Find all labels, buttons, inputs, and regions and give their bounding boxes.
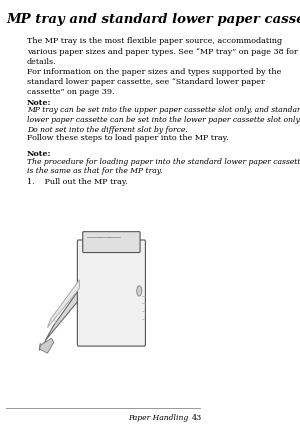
Text: Paper Handling: Paper Handling bbox=[128, 414, 188, 422]
Text: The MP tray is the most flexible paper source, accommodating
various paper sizes: The MP tray is the most flexible paper s… bbox=[27, 37, 298, 65]
Polygon shape bbox=[47, 280, 80, 328]
Polygon shape bbox=[45, 287, 80, 340]
Text: 43: 43 bbox=[192, 414, 202, 422]
Text: 1.    Pull out the MP tray.: 1. Pull out the MP tray. bbox=[27, 178, 128, 186]
Text: MP tray and standard lower paper cassette: MP tray and standard lower paper cassett… bbox=[6, 13, 300, 26]
Text: Follow these steps to load paper into the MP tray.: Follow these steps to load paper into th… bbox=[27, 134, 228, 142]
Text: Note:: Note: bbox=[27, 150, 51, 158]
Circle shape bbox=[137, 286, 142, 296]
Text: For information on the paper sizes and types supported by the
standard lower pap: For information on the paper sizes and t… bbox=[27, 68, 281, 96]
Text: The procedure for loading paper into the standard lower paper cassette
is the sa: The procedure for loading paper into the… bbox=[27, 158, 300, 176]
Polygon shape bbox=[39, 338, 54, 353]
Text: Note:: Note: bbox=[27, 99, 51, 107]
FancyBboxPatch shape bbox=[83, 232, 140, 252]
Text: MP tray can be set into the upper paper cassette slot only, and standard
lower p: MP tray can be set into the upper paper … bbox=[27, 106, 300, 134]
FancyBboxPatch shape bbox=[77, 240, 146, 346]
